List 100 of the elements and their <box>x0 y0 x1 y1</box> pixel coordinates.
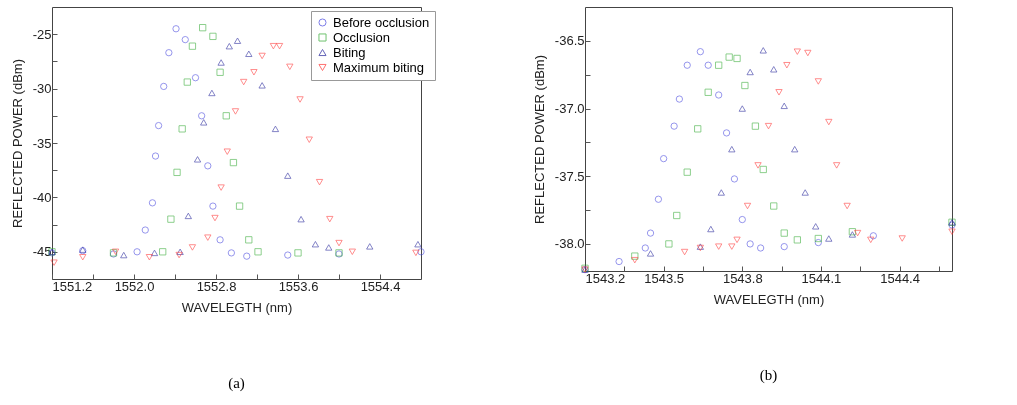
point <box>757 244 765 252</box>
point <box>717 189 725 196</box>
point <box>181 36 189 44</box>
point <box>240 78 248 86</box>
point <box>199 24 207 32</box>
y-tick-label: -45 <box>32 244 52 260</box>
point <box>641 244 649 252</box>
point <box>683 61 691 69</box>
point <box>696 48 704 56</box>
point <box>296 96 304 103</box>
point <box>814 78 822 85</box>
point <box>231 108 240 115</box>
point <box>366 243 374 250</box>
point <box>155 122 163 130</box>
point <box>348 248 356 255</box>
point <box>79 254 87 261</box>
point <box>150 249 159 257</box>
x-tick-label: 1552.8 <box>196 278 237 294</box>
point <box>743 202 752 210</box>
point <box>145 254 153 261</box>
point <box>233 37 242 44</box>
point <box>764 123 773 130</box>
legend-label: Maximum biting <box>333 59 425 75</box>
point <box>759 165 767 174</box>
point <box>948 228 956 235</box>
point <box>151 152 160 160</box>
point <box>673 211 681 220</box>
x-tick-label: 1553.6 <box>278 278 319 294</box>
point <box>898 235 906 242</box>
x-tick-label: 1554.4 <box>360 278 401 294</box>
point <box>208 89 216 97</box>
y-tick-label: -35 <box>32 135 52 151</box>
point <box>258 82 266 89</box>
point <box>173 168 181 176</box>
legend-label: Occlusion <box>333 29 391 45</box>
point <box>50 259 58 266</box>
point <box>812 223 820 230</box>
x-axis-title: WAVELEGTH (nm) <box>181 299 293 315</box>
point <box>791 146 799 153</box>
point <box>754 162 762 169</box>
x-tick-label: 1544.4 <box>880 270 920 286</box>
point <box>188 244 196 251</box>
x-tick-label: 1543.2 <box>585 270 626 286</box>
point <box>243 252 251 260</box>
point <box>704 61 712 69</box>
point <box>414 241 422 248</box>
point <box>793 236 801 244</box>
point <box>854 229 862 237</box>
point <box>209 32 217 40</box>
point <box>191 74 200 82</box>
point <box>704 88 712 96</box>
point <box>178 125 186 133</box>
point <box>217 59 225 66</box>
point <box>631 252 639 260</box>
point <box>294 249 302 257</box>
point <box>780 243 788 251</box>
x-tick-label: 1544.1 <box>801 270 842 286</box>
point <box>204 162 212 170</box>
point <box>216 236 224 244</box>
point <box>211 214 219 222</box>
point <box>804 49 812 57</box>
point <box>183 78 191 86</box>
point <box>271 125 280 132</box>
point <box>733 54 741 63</box>
y-tick-label: -36.5 <box>554 33 585 49</box>
y-tick-label: -30 <box>32 81 52 97</box>
point <box>615 257 623 266</box>
point <box>148 199 157 207</box>
y-tick-label: -38.0 <box>554 236 585 252</box>
point <box>254 248 262 256</box>
point <box>175 251 183 259</box>
point <box>738 216 746 224</box>
point <box>665 240 673 248</box>
point <box>297 216 305 223</box>
point <box>284 251 292 259</box>
point <box>193 156 202 163</box>
point <box>188 42 196 50</box>
text: (b) <box>759 367 778 384</box>
x-axis-title: WAVELEGTH (nm) <box>713 291 825 307</box>
point <box>229 159 237 167</box>
point <box>746 240 754 248</box>
x-tick-label: 1543.5 <box>644 270 685 286</box>
y-tick-label: -37.0 <box>554 101 585 117</box>
point <box>159 248 167 256</box>
point <box>723 129 731 137</box>
point <box>141 226 149 234</box>
point <box>715 61 723 69</box>
x-tick-label: 1551.2 <box>52 278 93 294</box>
point <box>176 248 184 255</box>
point <box>200 119 208 126</box>
y-axis-title: REFLECTED POWER (dBm) <box>9 58 25 229</box>
point <box>204 234 212 241</box>
point <box>223 148 231 155</box>
point <box>326 216 334 223</box>
point <box>825 235 833 242</box>
point <box>184 212 192 220</box>
point <box>801 189 809 196</box>
point <box>759 47 767 54</box>
point <box>269 43 277 50</box>
legend-label: Before occlusion <box>333 14 430 30</box>
